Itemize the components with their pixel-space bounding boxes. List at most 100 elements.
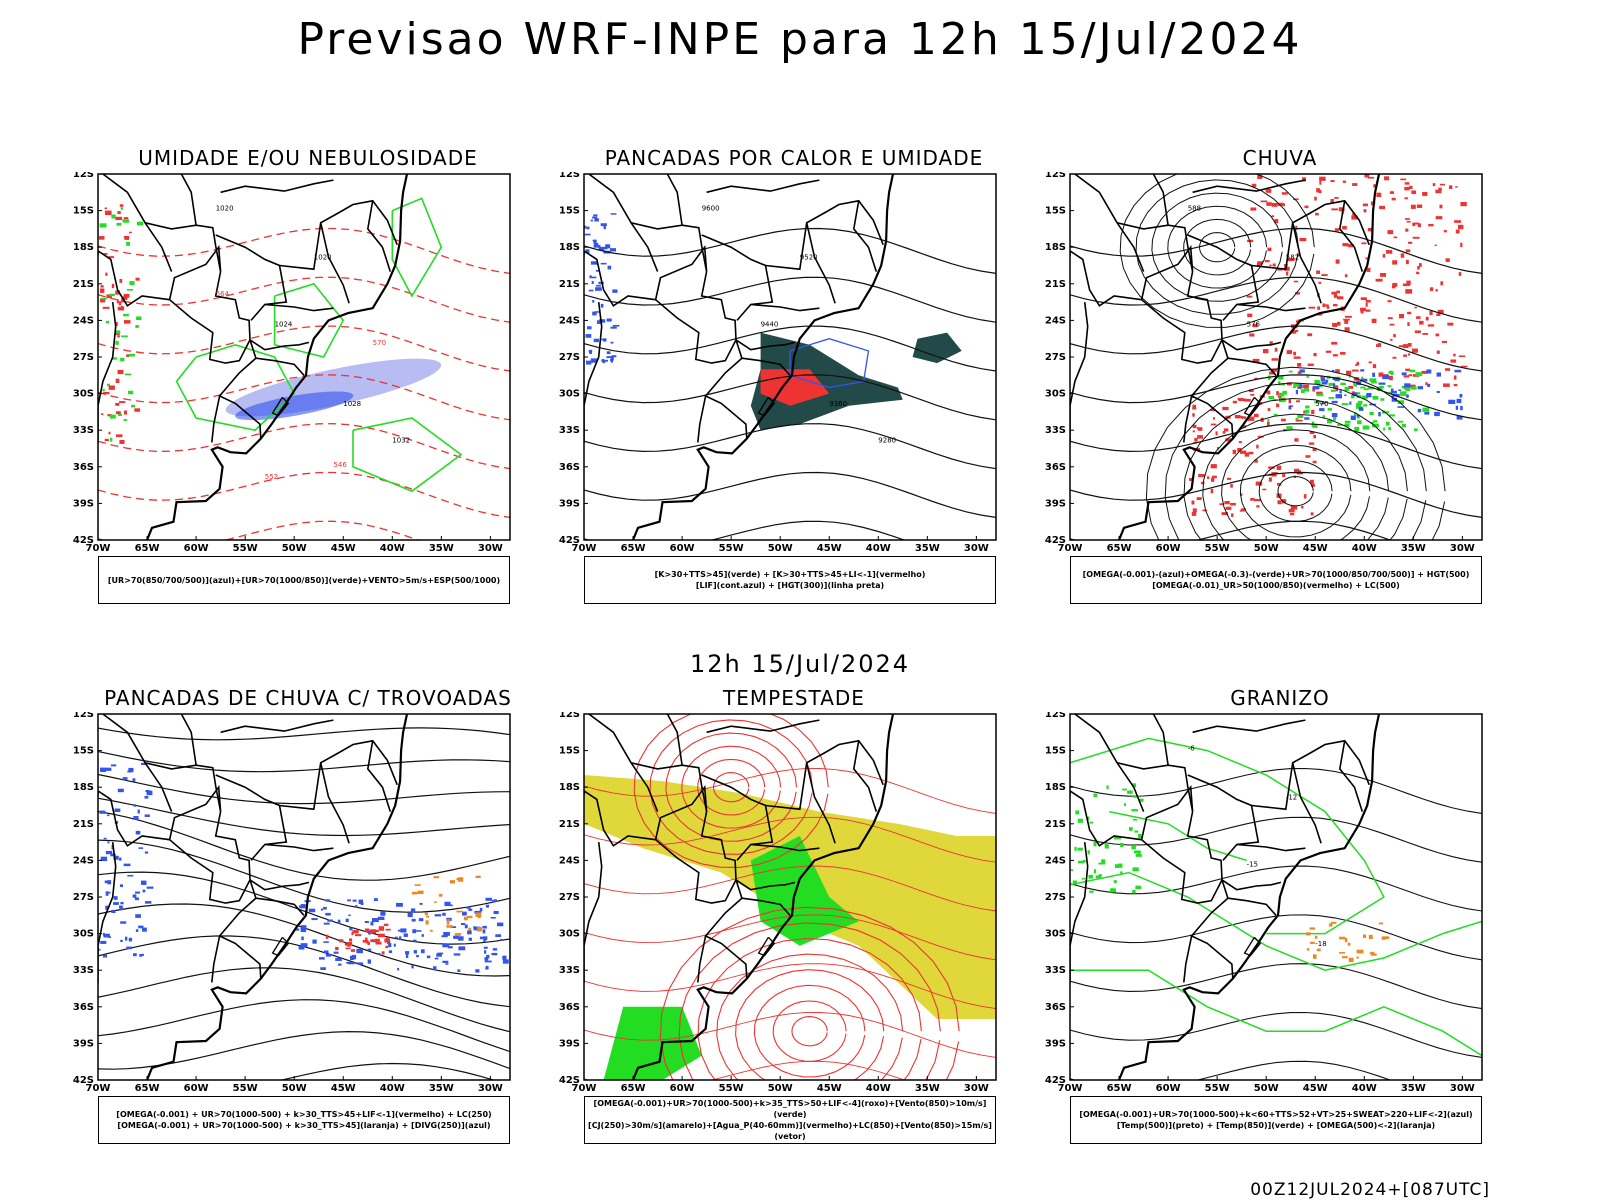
lon-tick-label: 55W — [233, 1083, 258, 1094]
legend-line: [OMEGA(-0.001) + UR>70(1000-500) + k>30_… — [116, 1110, 492, 1119]
contour-label: 9520 — [800, 253, 818, 261]
legend-line: [UR>70(850/700/500)](azul)+[UR>70(1000/8… — [107, 575, 501, 585]
lon-tick-label: 50W — [768, 543, 793, 554]
legend-box: [OMEGA(-0.001)+UR>70(1000-500)+k>35_TTS>… — [584, 1096, 996, 1144]
lon-tick-label: 65W — [135, 543, 160, 554]
lat-tick-label: 24S — [1045, 855, 1066, 866]
map-umidade: 1020 1020 1024 1028 1032 552 564 570 546 12S 15S 18… — [73, 172, 511, 554]
contour-label: 570 — [1315, 400, 1328, 408]
lon-tick-label: 70W — [572, 1083, 597, 1094]
lon-tick-label: 45W — [817, 543, 842, 554]
lon-tick-label: 40W — [866, 1083, 891, 1094]
lat-tick-label: 39S — [559, 1038, 580, 1049]
lon-tick-label: 50W — [1254, 1083, 1279, 1094]
lon-tick-label: 45W — [817, 1083, 842, 1094]
lat-tick-label: 33S — [73, 965, 94, 976]
contour-label: -18 — [1315, 940, 1326, 948]
lat-tick-label: 39S — [559, 498, 580, 509]
lon-tick-label: 50W — [282, 1083, 307, 1094]
lon-tick-label: 60W — [670, 543, 695, 554]
lon-tick-label: 65W — [621, 1083, 646, 1094]
legend-line: [Temp(500)](preto) + [Temp(850)](verde) … — [1116, 1121, 1436, 1130]
lon-tick-label: 40W — [866, 543, 891, 554]
lat-tick-label: 27S — [73, 352, 94, 363]
lon-tick-label: 65W — [621, 543, 646, 554]
lat-tick-label: 15S — [73, 206, 94, 217]
lat-tick-label: 27S — [73, 892, 94, 903]
lat-tick-label: 27S — [559, 352, 580, 363]
run-timestamp: 00Z12JUL2024+[087UTC] — [1250, 1180, 1490, 1200]
lat-tick-label: 36S — [73, 462, 94, 473]
lat-tick-label: 30S — [559, 389, 580, 400]
legend-box: [OMEGA(-0.001)+UR>70(1000-500)+k<60+TTS>… — [1070, 1096, 1482, 1144]
panel-title: GRANIZO — [1230, 686, 1330, 710]
contour-label: 570 — [373, 339, 386, 347]
lon-tick-label: 70W — [86, 1083, 111, 1094]
panel-title: TEMPESTADE — [723, 686, 865, 710]
lat-tick-label: 18S — [1045, 782, 1066, 793]
lon-tick-label: 35W — [429, 543, 454, 554]
map-granizo: -6 -12 -15 -18 12S 15S 18S 21S 24S 27S 30S 33S 36S 39… — [1045, 712, 1483, 1094]
contour-label: 1028 — [343, 400, 361, 408]
lat-tick-label: 42S — [73, 1075, 94, 1086]
lat-tick-label: 39S — [73, 498, 94, 509]
lat-tick-label: 33S — [559, 425, 580, 436]
lon-tick-label: 60W — [184, 543, 209, 554]
lon-tick-label: 40W — [380, 543, 405, 554]
main-title: Previsao WRF-INPE para 12h 15/Jul/2024 — [297, 14, 1303, 65]
lon-tick-label: 35W — [1401, 543, 1426, 554]
lon-tick-label: 55W — [719, 543, 744, 554]
lon-tick-label: 35W — [429, 1083, 454, 1094]
contour-label: 1032 — [392, 436, 410, 444]
contour-label: 546 — [333, 461, 347, 469]
lat-tick-label: 21S — [73, 279, 94, 290]
lat-tick-label: 12S — [1045, 172, 1066, 180]
legend-box: [UR>70(850/700/500)](azul)+[UR>70(1000/8… — [98, 556, 510, 604]
lat-tick-label: 30S — [73, 929, 94, 940]
lat-tick-label: 39S — [1045, 1038, 1066, 1049]
lat-tick-label: 30S — [559, 929, 580, 940]
contour-label: 9600 — [702, 205, 720, 213]
lat-tick-label: 21S — [1045, 819, 1066, 830]
lat-tick-label: 33S — [559, 965, 580, 976]
lat-tick-label: 12S — [559, 712, 580, 720]
contour-label: 552 — [265, 473, 278, 481]
lat-tick-label: 24S — [73, 855, 94, 866]
lon-tick-label: 55W — [719, 1083, 744, 1094]
map-pancadas-calor: 9600 9520 9440 9360 9280 12S 15S 18S 21S 24S 27S 30… — [559, 172, 997, 554]
legend-box: [OMEGA(-0.001)-(azul)+OMEGA(-0.3)-(verde… — [1070, 556, 1482, 604]
lon-tick-label: 60W — [184, 1083, 209, 1094]
panel-tempestade: TEMPESTADE 12S 15S 18S 21S 24S 27S 30S 33S 36S 39… — [546, 686, 1026, 1156]
lat-tick-label: 33S — [73, 425, 94, 436]
panel-title: PANCADAS DE CHUVA C/ TROVOADAS — [104, 686, 512, 710]
lat-tick-label: 12S — [1045, 712, 1066, 720]
lon-tick-label: 45W — [1303, 543, 1328, 554]
lat-tick-label: 30S — [1045, 389, 1066, 400]
lat-tick-label: 18S — [559, 782, 580, 793]
lon-tick-label: 35W — [915, 1083, 940, 1094]
contour-label: 588 — [1188, 205, 1201, 213]
lon-tick-label: 30W — [964, 543, 989, 554]
lon-tick-label: 70W — [1058, 1083, 1083, 1094]
lon-tick-label: 30W — [1450, 543, 1475, 554]
lon-tick-label: 65W — [135, 1083, 160, 1094]
lat-tick-label: 18S — [1045, 242, 1066, 253]
lat-tick-label: 24S — [559, 315, 580, 326]
contour-label: 9360 — [829, 400, 847, 408]
contour-label: 9440 — [761, 321, 779, 329]
lon-tick-label: 60W — [1156, 543, 1181, 554]
valid-time-title: 12h 15/Jul/2024 — [689, 650, 911, 678]
lat-tick-label: 15S — [559, 746, 580, 757]
lon-tick-label: 35W — [1401, 1083, 1426, 1094]
legend-line: [CJ(250)>30m/s](amarelo)+[Agua_P(40-60mm… — [588, 1121, 992, 1141]
lat-tick-label: 15S — [73, 746, 94, 757]
lat-tick-label: 27S — [1045, 892, 1066, 903]
contour-label: 582 — [1286, 253, 1299, 261]
lon-tick-label: 40W — [380, 1083, 405, 1094]
lon-tick-label: 30W — [478, 1083, 503, 1094]
lon-tick-label: 70W — [1058, 543, 1083, 554]
lon-tick-label: 55W — [233, 543, 258, 554]
lat-tick-label: 30S — [73, 389, 94, 400]
